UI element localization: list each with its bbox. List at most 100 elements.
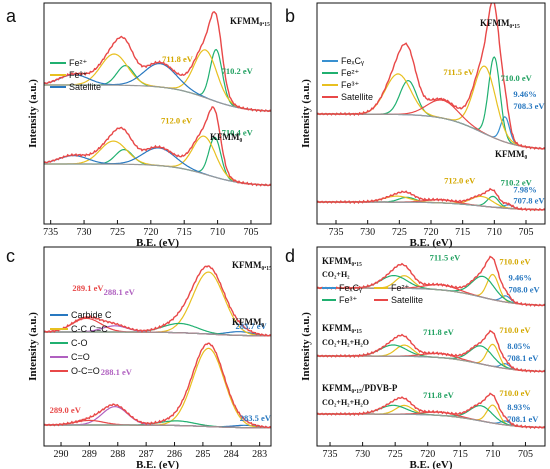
reaction-condition: CO₂+H₂+H₂O: [322, 338, 369, 347]
y-axis-label: Intensity (a.u.): [300, 79, 312, 148]
legend-entry: Satellite: [69, 82, 101, 92]
peak-label: 711.8 eV: [162, 54, 194, 64]
x-axis-label: B.E. (eV): [136, 459, 179, 469]
envelope-line: [317, 392, 545, 430]
peak-label: 9.46%: [509, 273, 532, 283]
spectrum-1: [44, 265, 271, 337]
x-tick-label: 725: [392, 227, 407, 238]
peak-label: 289.1 eV: [72, 283, 104, 293]
plot-area: [317, 255, 545, 430]
x-tick-label: 705: [243, 227, 258, 238]
envelope-line: [317, 329, 545, 373]
y-axis-label: Intensity (a.u.): [27, 312, 39, 381]
y-axis-label: Intensity (a.u.): [300, 312, 312, 381]
legend-entry: Satellite: [391, 295, 423, 305]
spectrum-1: [317, 3, 545, 150]
panel-letter: c: [6, 246, 15, 266]
legend-entry: Carbide C: [71, 310, 112, 320]
x-axis-label: B.E. (eV): [136, 237, 179, 249]
panel-b: 711.5 eV 710.0 eV 9.46% 708.3 eV 712.0 eV 710…: [285, 2, 546, 249]
peak-label: 712.0 eV: [161, 115, 193, 125]
envelope-line: [317, 255, 545, 307]
reaction-condition: CO₂+H₂: [322, 270, 350, 279]
peak-label: 711.5 eV: [443, 67, 475, 77]
x-axis-label: B.E. (eV): [409, 237, 452, 249]
peak-label: 710.0 eV: [499, 257, 531, 267]
panel-letter: a: [6, 6, 17, 26]
peak-label: 283.5 eV: [240, 413, 272, 423]
x-tick-label: 705: [519, 227, 534, 238]
legend-entry: Fe²⁺: [341, 68, 360, 78]
peak-label: 711.8 eV: [423, 327, 455, 337]
envelope-line: [317, 3, 545, 150]
panel-a: 711.8 eV 710.2 eV 712.0 eV 710.4 eV 735 730 72…: [6, 2, 272, 249]
peak-label: 710.0 eV: [499, 325, 531, 335]
legend-entry: FeₓCᵧ: [341, 56, 364, 66]
legend-entry: Fe³⁺: [339, 295, 358, 305]
envelope-line: [44, 11, 271, 113]
sample-name: KFMM₀.₁₅: [230, 16, 270, 26]
peak-label: 710.2 eV: [501, 178, 533, 188]
x-tick-label: 710: [210, 227, 225, 238]
peak-label: 288.1 eV: [101, 367, 133, 377]
peak-label: 708.0 eV: [509, 285, 541, 295]
x-axis-label: B.E. (eV): [409, 459, 452, 469]
x-tick-label: 730: [360, 227, 375, 238]
reaction-condition: CO₂+H₂+H₂O: [322, 398, 369, 407]
x-tick-label: 284: [224, 449, 239, 460]
background-line: [44, 331, 271, 337]
spectrum-1: [44, 11, 271, 113]
peak-label: 711.8 eV: [423, 390, 455, 400]
background-line: [44, 424, 271, 429]
envelope-line: [44, 265, 271, 337]
plot-frame: [43, 2, 272, 225]
envelope-line: [44, 106, 271, 187]
peak-label: 711.5 eV: [430, 253, 462, 263]
sample-name: KFMM₀.₁₅/PDVB-P: [322, 383, 398, 393]
peak-label: 8.93%: [507, 402, 530, 412]
x-tick-label: 287: [139, 449, 154, 460]
legend-entry: C=O: [71, 352, 90, 362]
peak-label: 288.1 eV: [104, 287, 136, 297]
x-tick-label: 705: [518, 449, 533, 460]
plot-area: [317, 3, 545, 212]
envelope-line: [44, 342, 271, 429]
x-tick-label: 720: [420, 449, 435, 460]
panel-letter: b: [285, 6, 295, 26]
component-satellite: [44, 147, 271, 186]
legend-entry: Fe²⁺: [391, 283, 410, 293]
sample-name: KFMM₀: [210, 132, 242, 142]
legend: FeₓCᵧ Fe²⁺ Fe³⁺ Satellite: [322, 56, 373, 102]
x-tick-label: 288: [110, 449, 125, 460]
background-line: [44, 163, 271, 186]
peak-label: 8.05%: [507, 341, 530, 351]
spectrum-2: [317, 329, 545, 373]
x-tick-label: 715: [177, 227, 192, 238]
sample-name: KFMM₀.₁₅: [232, 260, 272, 270]
background-line: [44, 84, 271, 112]
spectrum-2: [44, 342, 271, 429]
x-tick-label: 286: [167, 449, 182, 460]
peak-label: 289.0 eV: [50, 405, 82, 415]
x-tick-label: 735: [323, 449, 338, 460]
spectrum-2: [317, 187, 545, 212]
plot-frame: [43, 246, 272, 447]
legend-entry: Satellite: [341, 92, 373, 102]
peak-label: 708.1 eV: [507, 353, 539, 363]
x-tick-label: 730: [77, 227, 92, 238]
x-tick-label: 730: [355, 449, 370, 460]
spectrum-1: [317, 255, 545, 307]
legend-entry: Fe³⁺: [69, 70, 88, 80]
plot-area: [44, 265, 271, 429]
plot-frame: [316, 246, 546, 447]
x-tick-label: 710: [487, 227, 502, 238]
plot-area: [44, 11, 271, 187]
sample-name: KFMM₀.₁₅: [322, 256, 362, 266]
peak-label: 710.4 eV: [222, 127, 254, 137]
peak-label: 9.46%: [513, 89, 536, 99]
spectrum-2: [44, 106, 271, 187]
legend-entry: Fe²⁺: [69, 58, 88, 68]
panel-letter: d: [285, 246, 295, 266]
